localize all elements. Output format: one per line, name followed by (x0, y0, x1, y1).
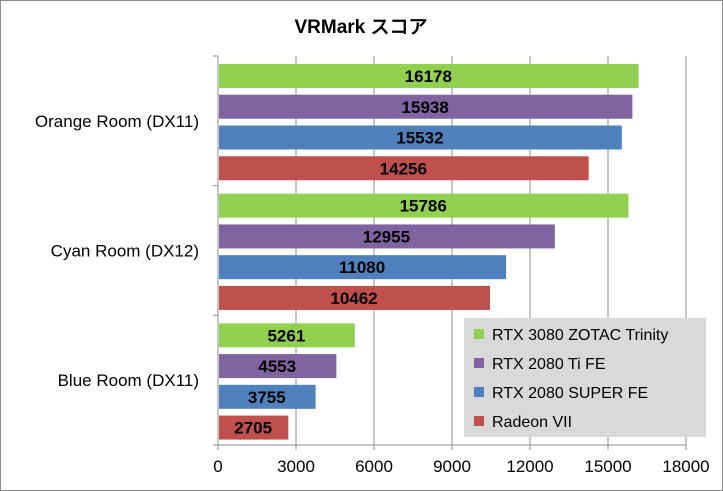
bar-rtx-3080-zotac-trinity-orange-room-dx11 (219, 64, 639, 88)
data-label: 15938 (402, 98, 449, 117)
x-tick-label: 3000 (277, 457, 315, 476)
bar-radeon-vii-blue-room-dx11 (219, 415, 289, 440)
legend-label-rtx-2080-super-fe: RTX 2080 SUPER FE (492, 385, 648, 402)
axes: 0 3000 6000 9000 12000 15000 18000 Orange Room … (35, 55, 710, 476)
bar-rtx-2080-super-fe-cyan-room-dx12 (219, 255, 507, 280)
bar-rtx-2080-super-fe-orange-room-dx11 (219, 125, 622, 150)
data-label: 15532 (396, 129, 443, 148)
data-label: 11080 (339, 258, 385, 277)
legend-swatch-rtx-2080-super-fe (474, 387, 484, 397)
data-label: 10462 (330, 289, 377, 308)
bar-rtx-3080-zotac-trinity-cyan-room-dx12 (219, 193, 629, 218)
data-label: 14256 (380, 159, 427, 178)
data-label: 4553 (258, 357, 296, 376)
data-label: 16178 (405, 67, 452, 86)
x-tick-label: 6000 (355, 457, 393, 476)
x-tick-label: 18000 (662, 457, 709, 476)
chart-title: VRMark スコア (294, 17, 427, 38)
x-tick-label: 12000 (506, 457, 553, 476)
legend-label-radeon-vii: Radeon VII (492, 414, 572, 431)
bar-radeon-vii-cyan-room-dx12 (219, 285, 491, 310)
bar-rtx-2080-super-fe-blue-room-dx11 (219, 384, 316, 409)
legend-label-rtx-3080-zotac-trinity: RTX 3080 ZOTAC Trinity (492, 327, 668, 344)
legend-swatch-rtx-3080-zotac-trinity (474, 329, 484, 339)
legend-swatch-radeon-vii (474, 416, 484, 426)
category-label-orange-room-dx11: Orange Room (DX11) (35, 112, 199, 131)
data-label: 2705 (234, 419, 272, 438)
x-tick-label: 15000 (584, 457, 631, 476)
bar-rtx-3080-zotac-trinity-blue-room-dx11 (219, 323, 355, 348)
bar-rtx-2080-ti-fe-cyan-room-dx12 (219, 224, 555, 249)
legend: RTX 3080 ZOTAC Trinity RTX 2080 Ti FE RTX … (464, 318, 706, 437)
x-tick-label: 9000 (433, 457, 471, 476)
legend-label-rtx-2080-ti-fe: RTX 2080 Ti FE (492, 356, 606, 373)
category-label-blue-room-dx11: Blue Room (DX11) (58, 371, 199, 390)
legend-box (464, 318, 706, 437)
category-label-cyan-room-dx12: Cyan Room (DX12) (51, 242, 199, 261)
bar-rtx-2080-ti-fe-orange-room-dx11 (219, 94, 633, 119)
data-label: 15786 (400, 197, 447, 216)
data-label: 12955 (363, 227, 410, 246)
data-label: 5261 (267, 326, 305, 345)
data-label: 3755 (248, 388, 286, 407)
bar-rtx-2080-ti-fe-blue-room-dx11 (219, 354, 337, 379)
legend-swatch-rtx-2080-ti-fe (474, 358, 484, 368)
bars: 16178 15938 15532 14256 15786 12955 11080 10462… (219, 64, 639, 440)
bar-radeon-vii-orange-room-dx11 (219, 156, 589, 181)
x-tick-label: 0 (213, 457, 222, 476)
